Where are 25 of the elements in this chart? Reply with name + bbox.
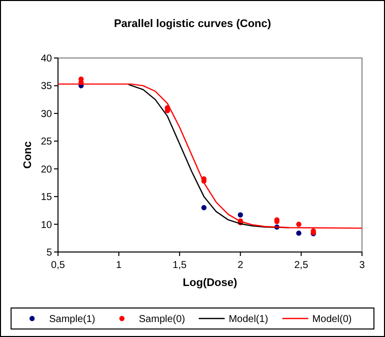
x-tick-label: 1 xyxy=(116,260,122,271)
x-tick-label: 1,5 xyxy=(172,260,187,271)
y-tick-label: 10 xyxy=(40,220,52,231)
x-tick-label: 2 xyxy=(238,260,244,271)
x-tick-label: 2,5 xyxy=(294,260,309,271)
y-axis-title: Conc xyxy=(22,141,34,169)
legend-label: Model(1) xyxy=(228,314,268,325)
y-tick-label: 5 xyxy=(46,248,52,258)
point xyxy=(238,212,243,218)
legend-label: Model(0) xyxy=(312,314,352,325)
y-tick-label: 25 xyxy=(40,136,52,148)
y-tick-label: 15 xyxy=(40,192,52,204)
x-tick-label: 3 xyxy=(359,260,366,271)
y-tick-label: 20 xyxy=(40,164,52,176)
y-tick-label: 40 xyxy=(40,54,52,64)
x-axis-title: Log(Dose) xyxy=(182,277,238,289)
y-tick-label: 35 xyxy=(40,81,52,92)
point xyxy=(296,222,302,227)
x-tick-label: 0,5 xyxy=(51,260,66,271)
legend-label: Sample(1) xyxy=(49,314,96,325)
point xyxy=(201,205,207,210)
legend-label: Sample(0) xyxy=(138,314,186,325)
point xyxy=(296,230,302,236)
y-tick-label: 30 xyxy=(40,108,52,120)
chart-title: Parallel logistic curves (Conc) xyxy=(114,18,272,30)
